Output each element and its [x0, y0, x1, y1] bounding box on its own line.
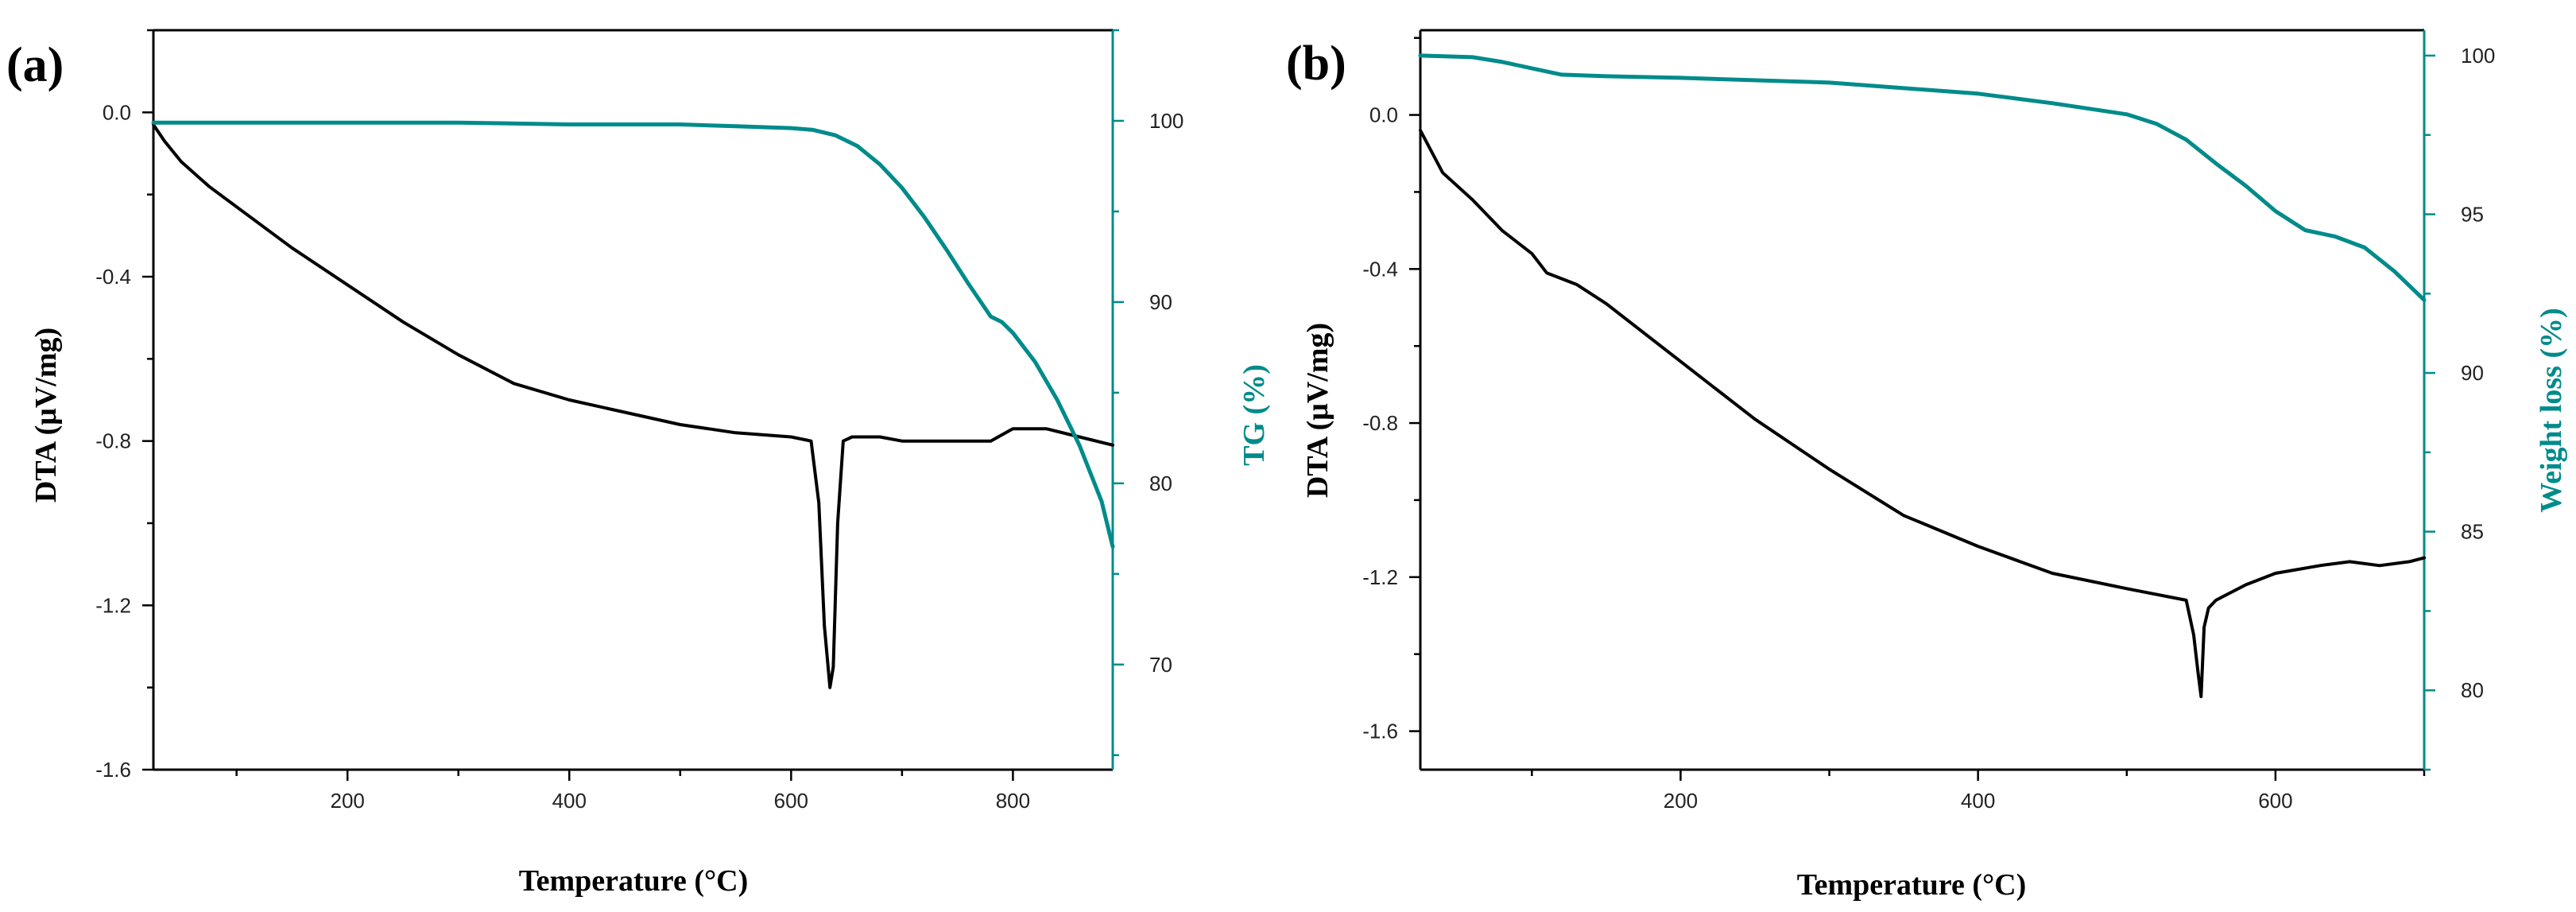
x-tick-label: 800 — [996, 789, 1030, 813]
panel-a-x-axis-title: Temperature (°C) — [519, 864, 749, 898]
y-right-tick-label: 70 — [1149, 653, 1172, 677]
y-right-tick-label: 95 — [2461, 203, 2484, 227]
y-right-tick-label: 85 — [2461, 520, 2484, 544]
y-left-tick-label: -1.2 — [95, 593, 131, 617]
y-left-tick-label: -1.2 — [1362, 565, 1398, 589]
x-tick-label: 400 — [1961, 789, 1995, 813]
y-left-tick-label: -0.4 — [95, 265, 131, 289]
y-right-tick-label: 90 — [2461, 361, 2484, 385]
panel-a-y-right-title: TG (%) — [1238, 364, 1271, 466]
panel-a: (a) 200 400 600 800 0.0 -0.4 -0.8 -1.2 -1.6 100 90… — [6, 29, 1271, 898]
y-right-tick-label: 100 — [2461, 44, 2495, 68]
panel-b-y-left-title: DTA (μV/mg) — [1301, 323, 1334, 498]
x-tick-label: 600 — [774, 789, 808, 813]
tg-series-line — [1418, 53, 2427, 302]
tg-series-line — [151, 120, 1115, 549]
y-left-tick-label: 0.0 — [103, 100, 131, 124]
panel-b-label: (b) — [1286, 37, 1346, 91]
y-right-tick-label: 80 — [1149, 472, 1172, 495]
panel-b: (b) 200 400 600 0.0 -0.4 -0.8 -1.2 -1.6 100 95 90 8… — [1286, 29, 2568, 902]
panel-a-label: (a) — [6, 38, 64, 92]
y-left-tick-label: 0.0 — [1369, 103, 1398, 127]
dta-series-line — [1419, 128, 2426, 698]
y-right-tick-label: 100 — [1149, 109, 1183, 133]
x-tick-label: 600 — [2258, 789, 2292, 813]
dta-series-line — [152, 122, 1114, 689]
y-left-tick-label: -0.4 — [1362, 257, 1398, 281]
panel-a-y-left-title: DTA (μV/mg) — [29, 328, 63, 503]
y-left-tick-label: -1.6 — [1362, 720, 1398, 743]
panel-b-x-axis-title: Temperature (°C) — [1797, 868, 2027, 902]
panel-b-y-right-title: Weight loss (%) — [2535, 308, 2568, 513]
y-left-tick-label: -0.8 — [1362, 411, 1398, 435]
panel-b-plot: 200 400 600 0.0 -0.4 -0.8 -1.2 -1.6 100 95 90 85 80 — [1362, 29, 2495, 813]
y-right-tick-label: 80 — [2461, 678, 2484, 702]
y-right-tick-label: 90 — [1149, 290, 1172, 314]
x-tick-label: 200 — [1664, 789, 1698, 813]
x-tick-label: 400 — [552, 789, 587, 813]
y-left-tick-label: -1.6 — [95, 758, 131, 782]
panel-a-plot: 200 400 600 800 0.0 -0.4 -0.8 -1.2 -1.6 100 90 80 70 — [95, 29, 1183, 813]
x-tick-label: 200 — [330, 789, 364, 813]
y-left-tick-label: -0.8 — [95, 429, 131, 453]
